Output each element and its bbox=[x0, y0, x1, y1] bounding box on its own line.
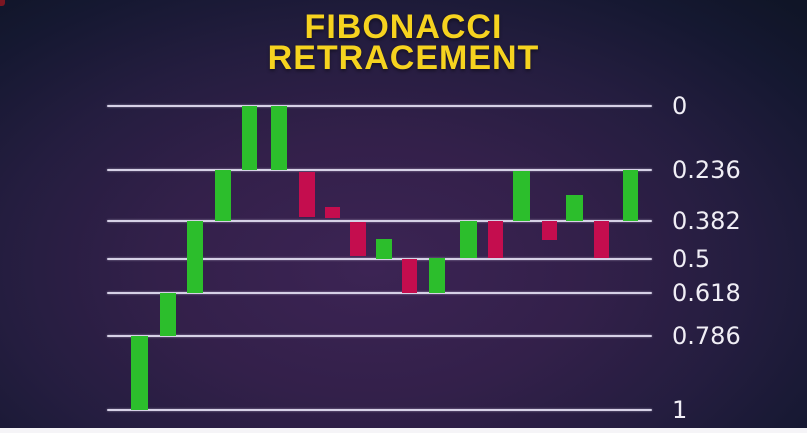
title-line-2: RETRACEMENT bbox=[267, 39, 540, 77]
fib-level-line-0 bbox=[107, 105, 652, 107]
fib-level-line-0.786 bbox=[107, 335, 652, 337]
price-bar-up bbox=[623, 170, 638, 221]
price-bar-up bbox=[376, 239, 392, 259]
price-bar-down bbox=[542, 221, 557, 240]
price-bar-up bbox=[242, 106, 257, 170]
bottom-edge-strip bbox=[0, 428, 807, 433]
corner-artifact-dot bbox=[0, 0, 5, 6]
fib-level-line-0.236 bbox=[107, 169, 652, 171]
price-bar-up bbox=[187, 221, 203, 293]
price-bar-up bbox=[271, 106, 287, 170]
price-bar-up bbox=[429, 258, 445, 293]
fib-level-label: 1 bbox=[672, 396, 688, 424]
price-bar-up bbox=[131, 336, 148, 410]
fib-level-line-0.618 bbox=[107, 292, 652, 294]
title-line-1: FIBONACCI bbox=[304, 8, 503, 46]
price-bar-up bbox=[460, 221, 477, 258]
price-bar-up bbox=[566, 195, 583, 221]
price-bar-down bbox=[402, 259, 417, 293]
price-bar-up bbox=[160, 293, 176, 336]
fib-level-label: 0.786 bbox=[672, 322, 741, 350]
fib-level-label: 0.618 bbox=[672, 279, 741, 307]
fib-level-label: 0 bbox=[672, 92, 688, 120]
price-bar-down bbox=[299, 172, 315, 217]
price-bar-down bbox=[594, 221, 609, 258]
fib-level-label: 0.236 bbox=[672, 156, 741, 184]
price-bar-down bbox=[325, 207, 340, 218]
fib-level-label: 0.5 bbox=[672, 245, 711, 273]
page-title: FIBONACCI RETRACEMENT bbox=[0, 8, 807, 77]
price-bar-up bbox=[513, 171, 530, 221]
fib-level-line-1 bbox=[107, 409, 652, 411]
fib-level-label: 0.382 bbox=[672, 207, 741, 235]
price-bar-down bbox=[488, 221, 503, 258]
fib-level-line-0.382 bbox=[107, 220, 652, 222]
price-bar-down bbox=[350, 222, 366, 256]
price-bar-up bbox=[215, 170, 231, 221]
fib-level-line-0.5 bbox=[107, 258, 652, 260]
